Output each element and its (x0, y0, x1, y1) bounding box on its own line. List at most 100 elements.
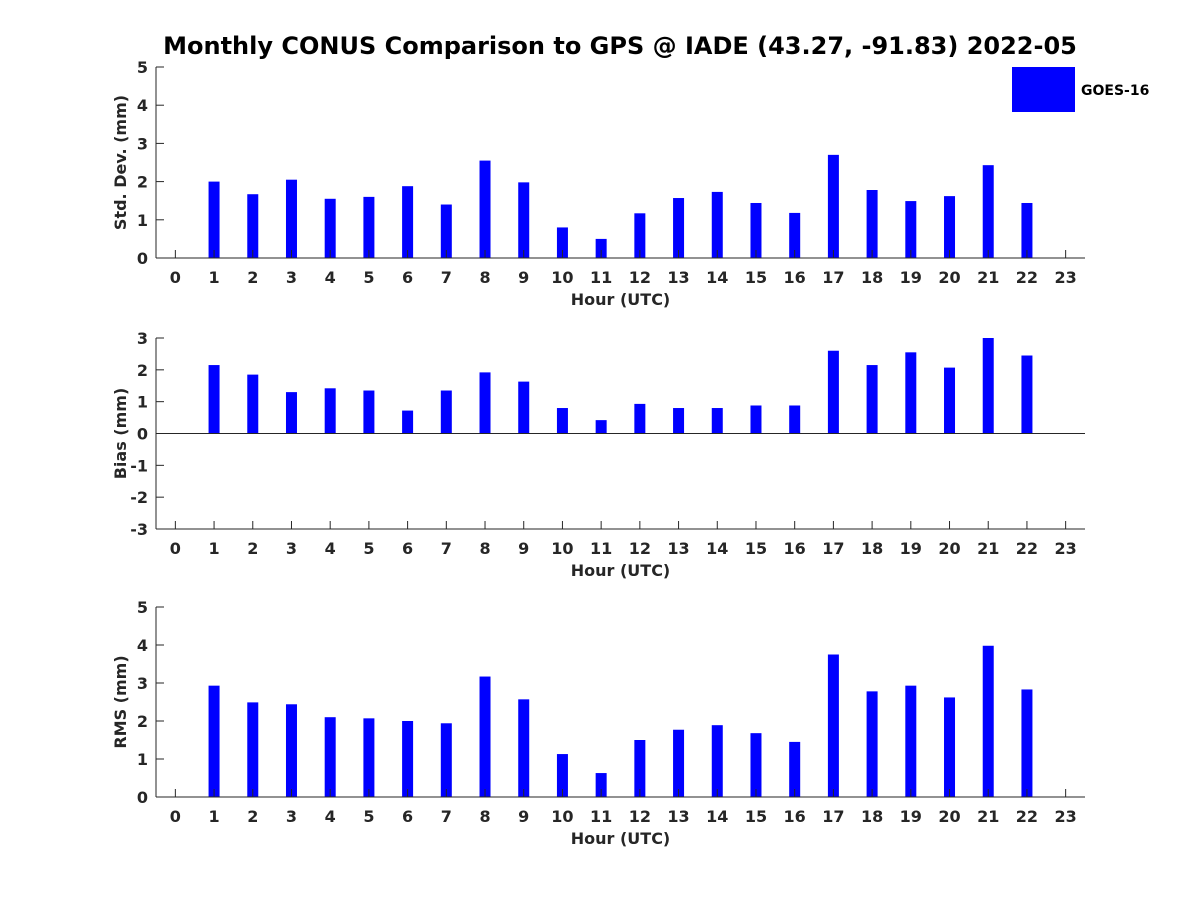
bar-hour-13 (673, 408, 685, 434)
x-tick-label: 19 (900, 268, 922, 287)
x-tick-label: 18 (861, 807, 883, 826)
bar-hour-1 (208, 181, 220, 258)
bar-hour-10 (556, 754, 568, 797)
x-tick-label: 19 (900, 807, 922, 826)
x-tick-label: 4 (325, 807, 336, 826)
bar-hour-17 (827, 154, 839, 258)
x-tick-label: 2 (247, 807, 258, 826)
y-tick-label: 3 (137, 674, 148, 693)
x-tick-label: 10 (551, 807, 573, 826)
x-tick-label: 9 (518, 268, 529, 287)
bar-hour-5 (363, 196, 375, 258)
x-tick-label: 16 (784, 268, 806, 287)
bar-hour-9 (518, 182, 530, 258)
x-tick-label: 3 (286, 268, 297, 287)
x-tick-label: 22 (1016, 539, 1038, 558)
x-axis-label: Hour (UTC) (571, 290, 671, 309)
x-tick-label: 4 (325, 268, 336, 287)
bar-hour-7 (440, 204, 452, 258)
bar-hour-20 (944, 196, 956, 258)
x-tick-label: 7 (441, 268, 452, 287)
bar-hour-11 (595, 773, 607, 797)
bar-hour-19 (905, 201, 917, 258)
bar-hour-2 (247, 374, 259, 434)
x-tick-label: 15 (745, 539, 767, 558)
y-tick-label: -2 (130, 488, 148, 507)
bar-hour-14 (711, 408, 723, 434)
x-tick-label: 23 (1055, 268, 1077, 287)
bar-hour-17 (827, 654, 839, 797)
x-tick-label: 15 (745, 268, 767, 287)
x-tick-label: 6 (402, 268, 413, 287)
x-tick-label: 17 (822, 807, 844, 826)
x-tick-label: 21 (977, 807, 999, 826)
y-axis-label: RMS (mm) (111, 655, 130, 748)
bar-hour-15 (750, 202, 762, 258)
x-tick-label: 11 (590, 268, 612, 287)
bar-hour-2 (247, 194, 259, 258)
x-tick-label: 1 (208, 268, 219, 287)
legend-swatch-goes-16 (1012, 67, 1075, 112)
x-tick-label: 14 (706, 539, 728, 558)
bar-hour-22 (1021, 202, 1033, 258)
x-tick-label: 20 (938, 268, 960, 287)
x-tick-label: 7 (441, 807, 452, 826)
chart-title: Monthly CONUS Comparison to GPS @ IADE (… (163, 32, 1077, 60)
x-tick-label: 4 (325, 539, 336, 558)
bar-hour-3 (285, 704, 297, 797)
y-tick-label: 4 (137, 96, 148, 115)
x-tick-label: 9 (518, 807, 529, 826)
bar-hour-7 (440, 723, 452, 797)
bar-hour-4 (324, 198, 336, 258)
x-tick-label: 10 (551, 539, 573, 558)
bar-hour-5 (363, 390, 375, 434)
x-tick-label: 0 (170, 539, 181, 558)
x-tick-label: 16 (784, 539, 806, 558)
x-tick-label: 2 (247, 268, 258, 287)
bar-hour-14 (711, 725, 723, 797)
y-tick-label: 3 (137, 329, 148, 348)
y-tick-label: 5 (137, 58, 148, 77)
x-tick-label: 21 (977, 268, 999, 287)
bar-hour-20 (944, 367, 956, 434)
x-tick-label: 13 (667, 807, 689, 826)
y-tick-label: -3 (130, 520, 148, 539)
y-tick-label: 2 (137, 173, 148, 192)
bar-hour-12 (634, 740, 646, 797)
y-tick-label: 1 (137, 393, 148, 412)
y-tick-label: 0 (137, 788, 148, 807)
x-tick-label: 6 (402, 807, 413, 826)
x-axis-label: Hour (UTC) (571, 561, 671, 580)
x-tick-label: 12 (629, 807, 651, 826)
x-tick-label: 8 (479, 268, 490, 287)
y-tick-label: 4 (137, 636, 148, 655)
x-tick-label: 2 (247, 539, 258, 558)
x-tick-label: 12 (629, 539, 651, 558)
bar-hour-9 (518, 699, 530, 797)
x-tick-label: 19 (900, 539, 922, 558)
bar-hour-21 (982, 338, 994, 434)
bar-hour-6 (402, 721, 414, 797)
bar-hour-17 (827, 350, 839, 434)
bar-hour-21 (982, 645, 994, 797)
bar-hour-1 (208, 685, 220, 797)
bar-hour-3 (285, 392, 297, 434)
bar-hour-11 (595, 420, 607, 434)
x-tick-label: 5 (363, 268, 374, 287)
x-tick-label: 14 (706, 807, 728, 826)
x-tick-label: 23 (1055, 807, 1077, 826)
bar-hour-20 (944, 697, 956, 797)
bar-hour-10 (556, 227, 568, 258)
x-tick-label: 3 (286, 539, 297, 558)
y-tick-label: 2 (137, 712, 148, 731)
bar-hour-22 (1021, 689, 1033, 797)
x-tick-label: 11 (590, 539, 612, 558)
x-tick-label: 17 (822, 268, 844, 287)
bar-hour-21 (982, 165, 994, 258)
bar-hour-8 (479, 676, 491, 797)
x-tick-label: 13 (667, 539, 689, 558)
x-tick-label: 17 (822, 539, 844, 558)
